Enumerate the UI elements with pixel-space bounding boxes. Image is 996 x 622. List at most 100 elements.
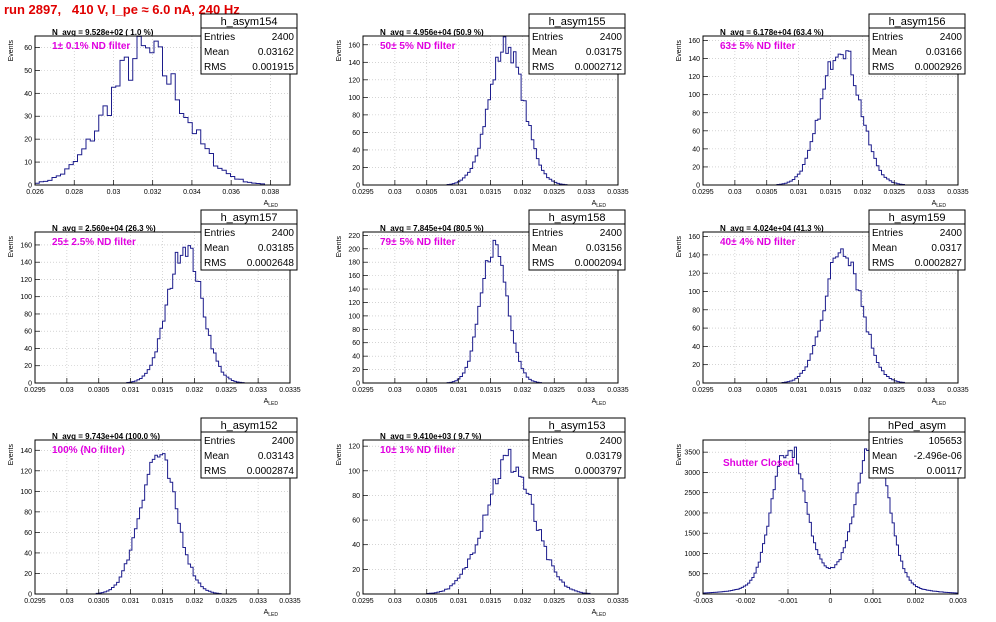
stats-box: [200, 209, 298, 271]
x-tick-label: 0.031: [790, 189, 808, 196]
filter-label: Shutter Closed: [723, 458, 794, 469]
subtitle: N_avg = 6.178e+04 (63.4 %): [720, 28, 824, 37]
x-tick-label: 0.031: [790, 387, 808, 394]
stats-box: [200, 13, 298, 75]
x-tick-label: 0.0295: [352, 387, 374, 394]
histogram-name: h_asym154: [221, 16, 278, 28]
panel-h_asym157: 0.0295 0.03 0.0305 0.031 0.0315 0.032 0.0325 0.…: [8, 209, 301, 407]
y-tick-label: 3000: [684, 470, 700, 477]
filter-label: 1± 0.1% ND filter: [52, 41, 130, 52]
stats-label: Entries: [532, 436, 563, 447]
x-tick-label: 0.0305: [88, 598, 110, 605]
x-tick-label: 0.033: [917, 387, 935, 394]
x-tick-label: 0.0305: [756, 189, 778, 196]
y-tick-label: 40: [24, 91, 32, 98]
x-axis-label-sub: LED: [936, 401, 946, 407]
x-tick-label: 0.0295: [24, 387, 46, 394]
y-tick-label: 50: [24, 68, 32, 75]
stats-value: 105653: [929, 436, 963, 447]
subtitle: N_avg = 9.743e+04 (100.0 %): [52, 432, 160, 441]
y-tick-label: 0: [356, 592, 360, 599]
x-tick-label: 0.0325: [544, 598, 566, 605]
x-axis-label-sub: LED: [596, 401, 606, 407]
panel-h_asym158: 0.0295 0.03 0.0305 0.031 0.0315 0.032 0.0325 0.…: [336, 209, 629, 407]
y-tick-label: 40: [352, 542, 360, 549]
panel-h_asym153: 0.0295 0.03 0.0305 0.031 0.0315 0.032 0.0325 0.…: [336, 417, 629, 618]
y-tick-label: 140: [348, 287, 360, 294]
stats-value: 2400: [600, 32, 623, 43]
stats-label: RMS: [204, 466, 227, 477]
y-tick-label: 0: [696, 183, 700, 190]
histogram-name: h_asym155: [549, 16, 606, 28]
y-tick-label: 120: [688, 271, 700, 278]
y-tick-label: 80: [352, 327, 360, 334]
stats-value: 0.0002094: [575, 258, 623, 269]
x-tick-label: 0.028: [65, 189, 83, 196]
y-tick-label: 0: [696, 592, 700, 599]
stats-value: 2400: [940, 228, 963, 239]
y-tick-label: 20: [352, 165, 360, 172]
run-title: run 2897, 410 V, I_pe ≈ 6.0 nA, 240 Hz: [4, 2, 240, 17]
subtitle: N_avg = 9.410e+03 ( 9.7 %): [380, 432, 482, 441]
stats-value: 0.03143: [258, 451, 295, 462]
x-tick-label: 0.031: [122, 387, 140, 394]
y-tick-label: 220: [348, 233, 360, 240]
panel-hPed_asym: -0.003 -0.002 -0.001 0 0.001 0.002 0.003 0 500 10…: [676, 417, 967, 605]
histogram-line: [363, 448, 618, 595]
stats-value: 0.00117: [927, 466, 963, 477]
y-tick-label: 20: [692, 362, 700, 369]
x-tick-label: 0.003: [949, 598, 967, 605]
x-tick-label: 0.0315: [820, 387, 842, 394]
y-tick-label: 200: [348, 246, 360, 253]
y-tick-label: 30: [24, 114, 32, 121]
x-tick-label: 0.036: [222, 189, 240, 196]
x-tick-label: 0.0325: [216, 598, 238, 605]
x-tick-label: 0.0315: [820, 189, 842, 196]
x-axis-label: ALED: [932, 398, 947, 407]
y-tick-label: 0: [28, 183, 32, 190]
x-tick-label: 0.0305: [416, 387, 438, 394]
x-tick-label: 0.026: [26, 189, 44, 196]
x-tick-label: 0.0325: [216, 387, 238, 394]
stats-value: 0.03156: [586, 243, 623, 254]
stats-value: 2400: [272, 228, 295, 239]
x-tick-label: 0.033: [249, 598, 267, 605]
x-tick-label: 0.0335: [607, 598, 629, 605]
y-tick-label: 140: [348, 60, 360, 67]
x-axis-label-sub: LED: [268, 203, 278, 209]
histogram-name: h_asym156: [889, 16, 946, 28]
y-tick-label: 80: [692, 110, 700, 117]
y-tick-label: 3500: [684, 450, 700, 457]
panel-h_asym154: 0.026 0.028 0.03 0.032 0.034 0.036 0.038 0 10 20 3…: [8, 13, 298, 209]
stats-label: Mean: [532, 243, 557, 254]
panel-h_asym159: 0.0295 0.03 0.0305 0.031 0.0315 0.032 0.0325 0.…: [676, 209, 969, 407]
x-tick-label: 0.03: [388, 598, 402, 605]
stats-box: [528, 209, 626, 271]
y-tick-label: 40: [352, 354, 360, 361]
x-tick-label: 0.033: [577, 598, 595, 605]
y-tick-label: 60: [24, 45, 32, 52]
x-tick-label: 0.03: [60, 598, 74, 605]
stats-label: Mean: [532, 451, 557, 462]
stats-label: Mean: [204, 47, 229, 58]
y-tick-label: 0: [28, 381, 32, 388]
stats-label: Entries: [872, 436, 903, 447]
x-tick-label: 0.03: [728, 387, 742, 394]
stats-box: [528, 13, 626, 75]
y-tick-label: 120: [348, 77, 360, 84]
y-tick-label: 160: [348, 273, 360, 280]
stats-box: [868, 13, 966, 75]
x-tick-label: 0.033: [577, 189, 595, 196]
y-tick-label: 20: [352, 367, 360, 374]
x-tick-label: 0.0325: [544, 387, 566, 394]
stats-label: RMS: [204, 258, 227, 269]
x-axis-label: ALED: [932, 200, 947, 209]
filter-label: 40± 4% ND filter: [720, 237, 796, 248]
stats-value: 0.0002712: [575, 62, 623, 73]
filter-label: 25± 2.5% ND filter: [52, 237, 136, 248]
x-tick-label: 0.031: [122, 598, 140, 605]
x-tick-label: 0.0335: [947, 189, 969, 196]
histogram-name: h_asym152: [221, 420, 278, 432]
y-tick-label: 100: [348, 95, 360, 102]
x-tick-label: 0.03: [60, 387, 74, 394]
